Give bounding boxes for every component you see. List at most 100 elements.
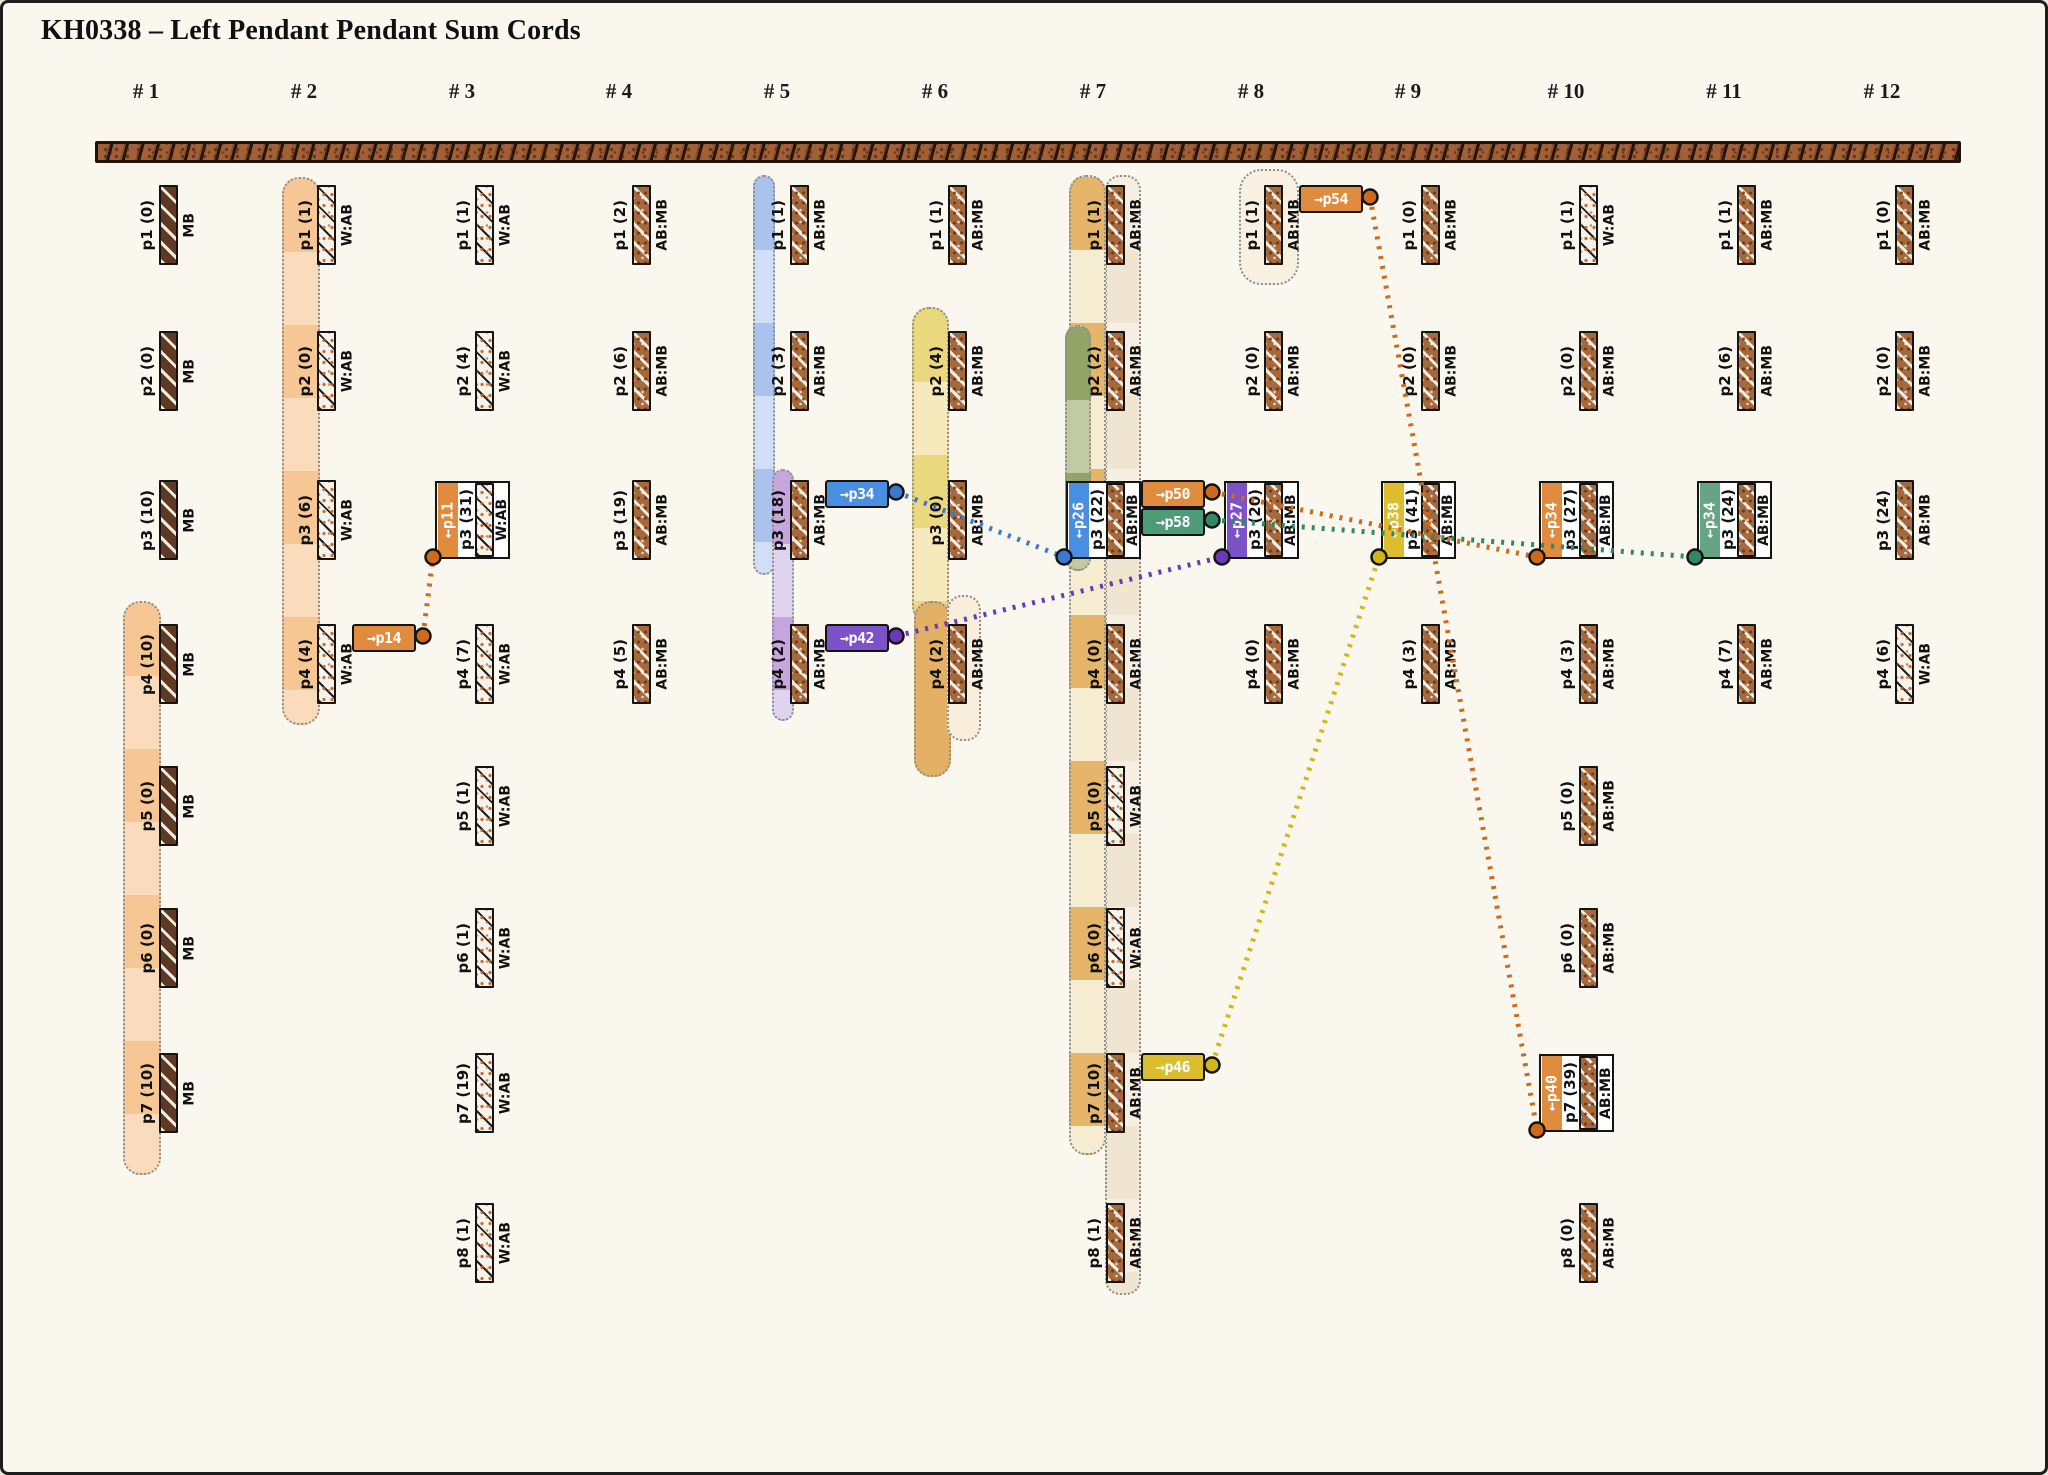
pendant-group: p8 (1) AB:MB bbox=[1084, 1203, 1147, 1283]
pendant-color-code: MB bbox=[181, 935, 198, 961]
highlight-band bbox=[772, 469, 794, 721]
pendant-group: p1 (1) AB:MB bbox=[768, 185, 831, 265]
pendant-cord-bar bbox=[475, 624, 494, 704]
pendant-label: p3 (24) bbox=[1719, 489, 1737, 551]
pendant-cord-bar bbox=[475, 185, 494, 265]
pendant-color-code: W:AB bbox=[497, 1071, 514, 1115]
pendant-group: p4 (7) W:AB bbox=[453, 624, 516, 704]
pendant-cord-bar bbox=[1895, 480, 1914, 560]
pendant-label: p3 (22) bbox=[1088, 489, 1106, 551]
pendant-label: p6 (0) bbox=[1085, 922, 1103, 974]
pendant-label: p1 (1) bbox=[769, 199, 787, 251]
pendant-color-code: AB:MB bbox=[1283, 494, 1299, 546]
sum-ref-label: ←p38 bbox=[1384, 501, 1403, 539]
pendant-label: p1 (1) bbox=[1716, 199, 1734, 251]
pendant-cord-bar bbox=[1737, 185, 1756, 265]
pendant-cord-bar bbox=[475, 331, 494, 411]
pendant-color-code: AB:MB bbox=[970, 345, 987, 397]
pendant-color-code: AB:MB bbox=[1125, 494, 1141, 546]
pendant-label: p3 (0) bbox=[927, 494, 945, 546]
pendant-color-code: W:AB bbox=[339, 498, 356, 542]
pendant-label: p4 (5) bbox=[611, 638, 629, 690]
pendant-group: p1 (1) AB:MB bbox=[1242, 185, 1305, 265]
sum-marker-chip: →p34 bbox=[825, 480, 889, 508]
pendant-cord-bar bbox=[159, 185, 178, 265]
pendant-sum-box: ←p34 p3 (27) AB:MB bbox=[1539, 481, 1614, 559]
pendant-group: p2 (0) MB bbox=[137, 331, 200, 411]
sum-marker-chip: →p58 bbox=[1141, 508, 1205, 536]
pendant-cord-bar bbox=[475, 1053, 494, 1133]
sum-ref-label: ←p40 bbox=[1542, 1074, 1561, 1112]
connection-source-dot bbox=[1203, 511, 1221, 529]
pendant-group: p1 (1) AB:MB bbox=[1084, 185, 1147, 265]
pendant-cord-bar bbox=[1106, 766, 1125, 846]
pendant-group: p5 (0) MB bbox=[137, 766, 200, 846]
pendant-label: p4 (4) bbox=[296, 638, 314, 690]
pendant-color-code: W:AB bbox=[497, 642, 514, 686]
pendant-label: p3 (31) bbox=[457, 489, 475, 551]
pendant-color-code: AB:MB bbox=[654, 638, 671, 690]
pendant-cord-bar bbox=[317, 185, 336, 265]
sum-marker-chip: →p50 bbox=[1141, 480, 1205, 508]
pendant-label: p2 (6) bbox=[1716, 345, 1734, 397]
pendant-label: p2 (0) bbox=[1243, 345, 1261, 397]
pendant-color-code: AB:MB bbox=[1601, 638, 1618, 690]
pendant-group: p4 (10) MB bbox=[137, 624, 200, 704]
pendant-group: p2 (2) AB:MB bbox=[1084, 331, 1147, 411]
pendant-group: p6 (0) W:AB bbox=[1084, 908, 1147, 988]
pendant-group: p1 (1) W:AB bbox=[1557, 185, 1620, 265]
pendant-color-code: AB:MB bbox=[1601, 1217, 1618, 1269]
pendant-group: p1 (1) AB:MB bbox=[926, 185, 989, 265]
sum-ref-label: ←p27 bbox=[1227, 501, 1246, 539]
pendant-label: p3 (24) bbox=[1874, 489, 1892, 551]
column-header: # 2 bbox=[290, 79, 318, 103]
pendant-group: p4 (6) W:AB bbox=[1873, 624, 1936, 704]
pendant-group: p2 (0) AB:MB bbox=[1242, 331, 1305, 411]
pendant-cord-bar bbox=[1106, 1053, 1125, 1133]
pendant-label: p2 (4) bbox=[454, 345, 472, 397]
pendant-cord-bar bbox=[1264, 624, 1283, 704]
pendant-cord-bar bbox=[159, 1053, 178, 1133]
pendant-cord-bar bbox=[1579, 766, 1598, 846]
highlight-band bbox=[123, 601, 161, 1175]
pendant-color-code: AB:MB bbox=[1443, 199, 1460, 251]
pendant-cord-bar bbox=[159, 331, 178, 411]
pendant-label: p1 (1) bbox=[454, 199, 472, 251]
pendant-color-code: AB:MB bbox=[1128, 199, 1145, 251]
pendant-color-code: W:AB bbox=[497, 203, 514, 247]
pendant-group: p1 (0) AB:MB bbox=[1399, 185, 1462, 265]
column-header: # 5 bbox=[763, 79, 791, 103]
pendant-color-code: AB:MB bbox=[654, 199, 671, 251]
sum-marker-chip: →p14 bbox=[352, 624, 416, 652]
pendant-color-code: W:AB bbox=[339, 349, 356, 393]
pendant-color-code: MB bbox=[181, 651, 198, 677]
pendant-label: p2 (6) bbox=[611, 345, 629, 397]
pendant-cord-bar bbox=[948, 480, 967, 560]
pendant-cord-bar bbox=[790, 624, 809, 704]
pendant-color-code: AB:MB bbox=[1128, 638, 1145, 690]
sum-ref-band: ←p38 bbox=[1384, 483, 1404, 557]
pendant-label: p1 (0) bbox=[1874, 199, 1892, 251]
pendant-group: p4 (0) AB:MB bbox=[1084, 624, 1147, 704]
pendant-group: p3 (19) AB:MB bbox=[610, 480, 673, 560]
sum-ref-band: ←p11 bbox=[438, 483, 458, 557]
sum-ref-label: ←p26 bbox=[1069, 501, 1088, 539]
pendant-group: p4 (5) AB:MB bbox=[610, 624, 673, 704]
pendant-label: p1 (0) bbox=[1400, 199, 1418, 251]
pendant-group: p4 (2) AB:MB bbox=[768, 624, 831, 704]
pendant-label: p2 (2) bbox=[1085, 345, 1103, 397]
pendant-cord-bar bbox=[1737, 483, 1756, 557]
pendant-color-code: MB bbox=[181, 1080, 198, 1106]
pendant-cord-bar bbox=[475, 1203, 494, 1283]
sum-ref-label: ←p11 bbox=[438, 501, 457, 539]
pendant-label: p6 (0) bbox=[1558, 922, 1576, 974]
pendant-cord-bar bbox=[1264, 185, 1283, 265]
pendant-label: p8 (1) bbox=[454, 1217, 472, 1269]
pendant-cord-bar bbox=[1106, 185, 1125, 265]
pendant-cord-bar bbox=[1895, 331, 1914, 411]
pendant-cord-bar bbox=[790, 480, 809, 560]
connection-source-dot bbox=[1203, 1056, 1221, 1074]
pendant-color-code: AB:MB bbox=[1601, 922, 1618, 974]
pendant-label: p1 (1) bbox=[1243, 199, 1261, 251]
pendant-group: p2 (4) W:AB bbox=[453, 331, 516, 411]
